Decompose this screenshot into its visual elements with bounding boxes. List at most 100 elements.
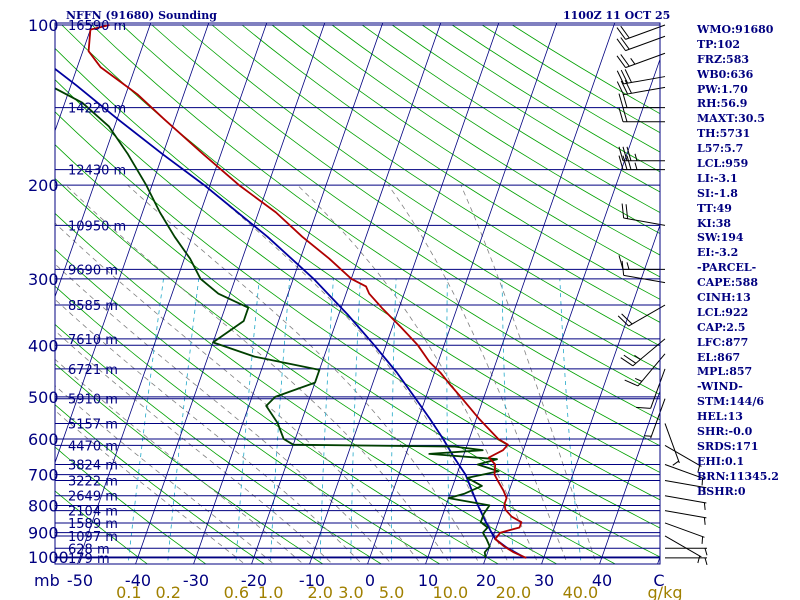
mixing-ratio-label: 10.0 [433,583,469,600]
moist-adiabat [55,385,275,564]
temperature-unit: C [653,571,664,590]
dry-adiabat [55,248,500,564]
height-label: 3824 m [68,458,118,473]
pressure-tick-label: 900 [28,524,59,543]
height-label: 1097 m [68,530,118,545]
height-label: 12430 m [68,164,126,179]
isotherm [309,23,500,564]
sounding-index: RH:56.9 [697,97,748,111]
dry-adiabat [55,404,266,564]
sounding-index: TT:49 [697,201,732,215]
wind-barb [665,557,708,566]
dry-adiabat [55,490,149,564]
dry-adiabat [55,363,324,564]
wind-barb [664,464,705,486]
isotherm [55,23,94,133]
wind-barb [664,423,680,466]
pressure-tick-label: 500 [28,388,59,407]
isobars [55,24,660,559]
mixing-ratio-line [350,278,361,564]
sounding-index: LFC:877 [697,335,749,349]
sounding-index: BRN:11345.2 [697,469,779,483]
wind-barb [618,155,665,171]
pressure-tick-label: 200 [28,176,59,195]
mixing-ratio-label: 0.6 [224,583,249,600]
isotherm [77,23,268,564]
sounding-index: L57:5.7 [697,142,744,156]
wind-barb [665,547,708,556]
pressure-tick-label: 800 [28,496,59,515]
temperature-tick-label: -50 [67,571,93,590]
dry-adiabats [55,24,660,564]
wind-barb [616,52,666,69]
sounding-index: SI:-1.8 [697,186,738,200]
temperature-tick-label: 10 [418,571,438,590]
isotherm [483,58,660,564]
dry-adiabat [55,177,617,564]
mixing-ratio-label: 3.0 [338,583,363,600]
sounding-index: HEL:13 [697,410,743,424]
wind-barb [644,398,666,439]
dewpoint-trace [55,87,500,559]
mixing-ratio-label: 0.1 [116,583,141,600]
temperature-tick-label: -30 [183,571,209,590]
dry-adiabat [55,285,441,564]
sounding-index: CAP:2.5 [697,320,746,334]
wind-barb [621,260,666,284]
mixing-ratio-label: 0.2 [156,583,181,600]
mixing-ratio-label: 5.0 [379,583,404,600]
wind-barb [664,444,702,473]
moist-adiabat [65,184,451,564]
dry-adiabat [55,144,660,558]
sounding-time: 1100Z 11 OCT 25 [563,9,671,22]
wind-barb [618,93,665,109]
pressure-tick-label: 400 [28,336,59,355]
temperature-tick-label: 40 [592,571,612,590]
height-label: 6721 m [68,363,118,378]
wind-barb [664,495,707,510]
dry-adiabat [151,24,660,371]
mixing-ratio-line [269,278,291,564]
height-label: 1589 m [68,517,118,532]
sounding-index: EI:-3.2 [697,246,739,260]
sounding-index: TH:5731 [697,127,751,141]
sounding-index: LCL:959 [697,157,749,171]
height-label: 10950 m [68,219,126,234]
moist-adiabat [55,410,246,564]
wind-barb [616,69,666,85]
pressure-tick-label: 300 [28,270,59,289]
mixing-ratio-line [559,278,582,564]
sounding-index: EL:867 [697,350,741,364]
y-axis-label: mb [34,571,60,590]
dry-adiabat [55,111,660,529]
mixing-ratio-line [235,278,260,564]
temperature-trace [87,24,527,559]
sounding-index: WMO:91680 [697,23,774,36]
height-label: 5910 m [68,393,118,408]
wind-barb [636,368,666,409]
moist-adiabat [55,263,392,564]
mixing-ratio-line [127,278,164,564]
sounding-index: STM:144/6 [697,395,764,409]
station-title: NFFN (91680) Sounding [66,9,217,22]
dry-adiabat [61,24,660,447]
wind-barb [618,107,665,123]
isotherm [367,23,558,564]
dry-adiabat [55,446,207,564]
sounding-index: SW:194 [697,231,744,245]
height-label: 3222 m [68,474,118,489]
isotherm [251,23,442,564]
profiles [55,24,527,559]
sounding-index: BSHR:0 [697,484,746,498]
dry-adiabat [121,24,660,396]
height-label: 9690 m [68,263,118,278]
wind-barb [616,24,666,40]
wind-barb [618,146,665,162]
mixing-ratio-label: 1.0 [258,583,283,600]
mixing-ratio-line [501,278,515,564]
wind-barb [664,535,702,564]
height-label: 5157 m [68,417,118,432]
isotherm [135,23,326,564]
dry-adiabat [55,47,660,473]
